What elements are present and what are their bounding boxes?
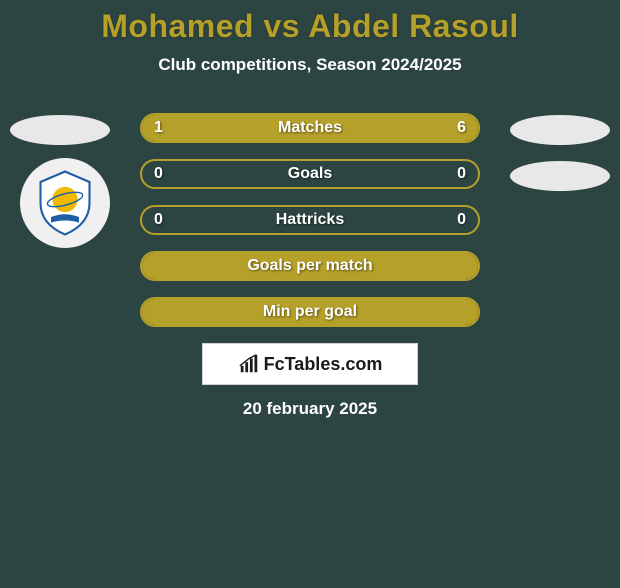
comparison-container: Mohamed vs Abdel Rasoul Club competition… — [0, 8, 620, 419]
stat-label: Goals — [140, 159, 480, 189]
stats-area: Matches16Goals00Hattricks00Goals per mat… — [0, 113, 620, 327]
stat-label: Matches — [140, 113, 480, 143]
stat-value-right: 0 — [457, 205, 466, 235]
stat-value-left: 0 — [154, 205, 163, 235]
stat-row: Goals per match — [140, 251, 480, 281]
stat-bars: Matches16Goals00Hattricks00Goals per mat… — [140, 113, 480, 327]
stat-label: Hattricks — [140, 205, 480, 235]
stat-value-left: 0 — [154, 159, 163, 189]
stat-label: Min per goal — [140, 297, 480, 327]
player-left-badge — [10, 115, 110, 145]
stat-value-left: 1 — [154, 113, 163, 143]
page-title: Mohamed vs Abdel Rasoul — [0, 8, 620, 45]
stat-value-right: 0 — [457, 159, 466, 189]
crest-icon — [30, 168, 100, 238]
stat-row: Hattricks0 0 — [140, 205, 480, 235]
date-label: 20 february 2025 — [0, 399, 620, 419]
stat-row: Matches1 6 — [140, 113, 480, 143]
brand-text: FcTables.com — [264, 354, 383, 375]
club-crest — [20, 158, 110, 248]
stat-value-right: 6 — [457, 113, 466, 143]
stat-row: Min per goal — [140, 297, 480, 327]
page-subtitle: Club competitions, Season 2024/2025 — [0, 55, 620, 75]
stat-row: Goals0 0 — [140, 159, 480, 189]
brand-box: FcTables.com — [202, 343, 418, 385]
player-right-badge-1 — [510, 115, 610, 145]
stat-label: Goals per match — [140, 251, 480, 281]
chart-icon — [238, 353, 260, 375]
player-right-badge-2 — [510, 161, 610, 191]
